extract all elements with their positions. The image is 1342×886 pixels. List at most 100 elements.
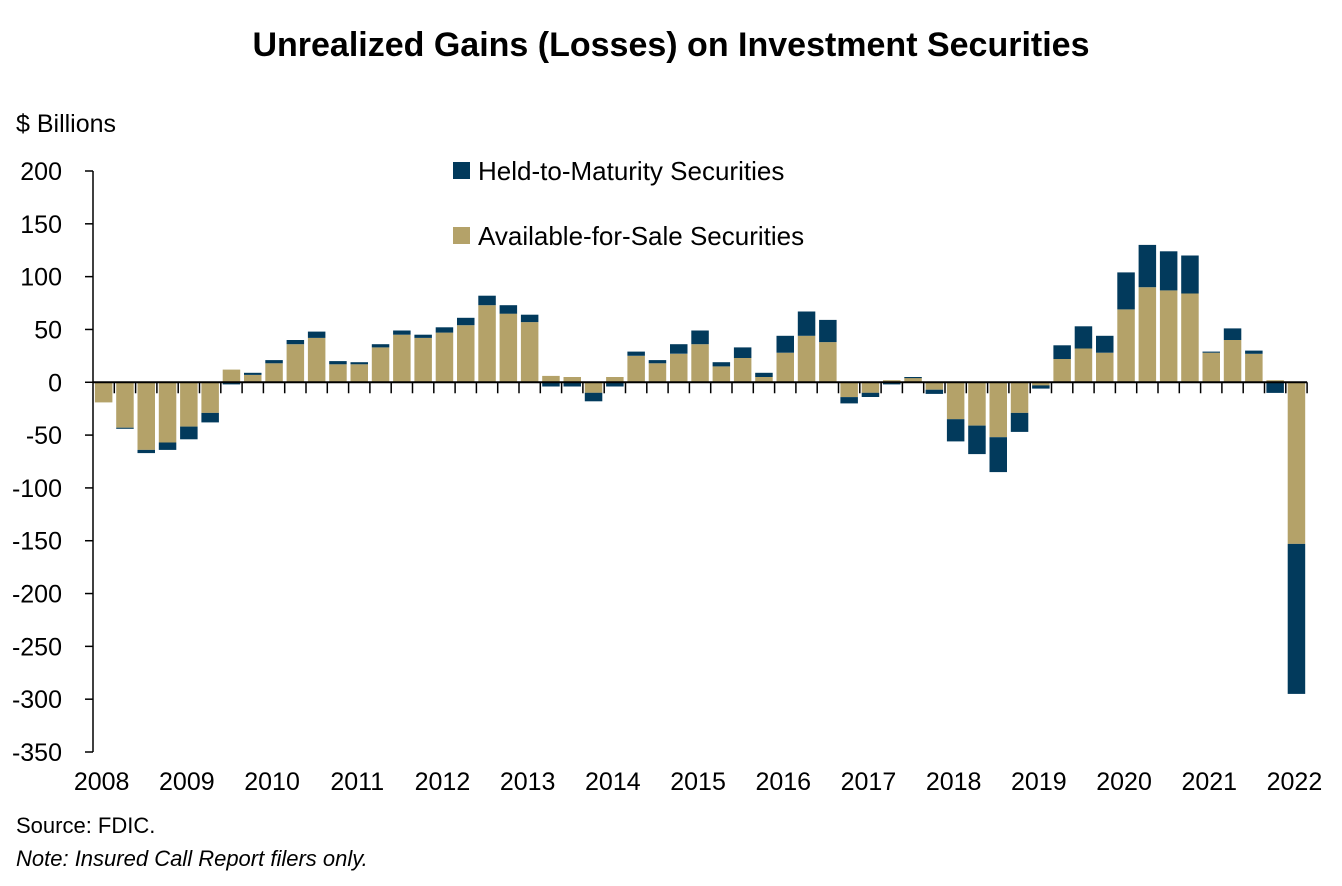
bar-afs-2014Q4 — [670, 353, 688, 383]
bar-htm-2014Q4 — [670, 344, 688, 354]
bar-afs-2016Q4 — [840, 382, 858, 398]
bar-htm-2012Q2 — [457, 317, 475, 326]
bar-afs-2020Q4 — [1181, 293, 1199, 383]
y-tick-label: -50 — [26, 422, 62, 450]
bar-afs-2011Q2 — [371, 347, 390, 383]
bar-htm-2015Q1 — [691, 330, 709, 345]
y-axis-label: $ Billions — [16, 110, 116, 138]
bar-afs-2018Q1 — [946, 382, 965, 420]
bar-htm-2008Q3 — [137, 449, 155, 454]
bar-htm-2010Q1 — [265, 360, 283, 364]
x-tick-label: 2016 — [755, 768, 811, 796]
bar-afs-2014Q1 — [606, 377, 624, 383]
bar-htm-2011Q1 — [350, 362, 368, 365]
bar-afs-2013Q1 — [520, 322, 539, 383]
bar-afs-2011Q3 — [393, 334, 411, 383]
y-tick-label: 0 — [48, 369, 62, 397]
bar-htm-2016Q4 — [840, 397, 858, 404]
legend-swatch-htm — [453, 162, 470, 179]
axes-group: 200 150 100 50 0 -50 -100 -150 -200 -250 -300 -350 2… — [12, 158, 1322, 796]
source-note: Source: FDIC. — [16, 813, 155, 838]
bar-afs-2010Q2 — [286, 344, 305, 383]
bar-htm-2016Q1 — [776, 335, 794, 353]
bar-htm-2011Q3 — [393, 330, 411, 335]
bar-htm-2018Q2 — [968, 425, 986, 455]
legend-label-htm: Held-to-Maturity Securities — [478, 156, 784, 186]
bar-htm-2020Q2 — [1138, 244, 1157, 288]
y-tick-label: 150 — [20, 211, 62, 239]
bar-afs-2016Q2 — [797, 335, 816, 383]
bar-afs-2009Q1 — [180, 382, 198, 427]
bar-htm-2018Q3 — [989, 437, 1007, 473]
bar-htm-2017Q1 — [861, 392, 880, 397]
x-tick-label: 2019 — [1011, 768, 1067, 796]
y-tick-label: 200 — [20, 158, 62, 186]
bar-afs-2010Q3 — [307, 337, 326, 383]
bar-htm-2017Q2 — [883, 382, 901, 385]
bar-htm-2019Q3 — [1074, 326, 1093, 349]
bar-htm-2019Q1 — [1032, 385, 1050, 389]
x-tick-label: 2022 — [1267, 768, 1323, 796]
bar-afs-2014Q3 — [648, 363, 667, 383]
x-tick-label: 2015 — [670, 768, 726, 796]
bar-afs-2012Q1 — [435, 332, 454, 383]
bar-afs-2012Q3 — [478, 305, 496, 383]
x-tick-label: 2012 — [415, 768, 471, 796]
bar-afs-2014Q2 — [627, 355, 645, 383]
x-tick-label: 2009 — [159, 768, 215, 796]
bar-afs-2020Q2 — [1138, 287, 1157, 383]
legend-label-afs: Available-for-Sale Securities — [478, 221, 804, 251]
x-tick-label: 2020 — [1096, 768, 1152, 796]
bar-htm-2014Q1 — [606, 382, 624, 387]
bars-group — [94, 244, 1306, 694]
bar-afs-2008Q1 — [94, 382, 113, 403]
legend-swatch-afs — [453, 227, 470, 244]
bar-htm-2009Q2 — [201, 412, 219, 423]
bar-htm-2021Q2 — [1223, 328, 1242, 340]
bar-afs-2022Q1 — [1287, 382, 1306, 544]
y-tick-label: 50 — [34, 316, 62, 344]
bar-afs-2016Q3 — [819, 342, 837, 383]
bar-htm-2018Q4 — [1010, 412, 1029, 432]
bar-htm-2021Q1 — [1202, 351, 1220, 353]
bar-afs-2010Q1 — [265, 363, 283, 383]
y-tick-label: -100 — [12, 475, 62, 503]
y-tick-label: -150 — [12, 528, 62, 556]
y-tick-label: -250 — [12, 633, 62, 661]
bar-htm-2021Q3 — [1245, 350, 1263, 354]
bar-htm-2011Q4 — [414, 334, 432, 338]
bar-htm-2018Q1 — [946, 419, 965, 442]
bar-htm-2014Q2 — [627, 351, 645, 356]
bar-htm-2013Q3 — [563, 382, 581, 387]
bar-htm-2008Q4 — [158, 442, 177, 450]
bar-afs-2008Q4 — [158, 382, 177, 443]
bar-afs-2019Q4 — [1096, 352, 1114, 383]
bar-afs-2021Q1 — [1202, 352, 1220, 383]
bar-afs-2019Q2 — [1053, 359, 1071, 383]
bar-afs-2008Q2 — [116, 382, 134, 428]
bar-htm-2020Q1 — [1117, 272, 1135, 310]
legend: Held-to-Maturity Securities Available-fo… — [453, 156, 804, 251]
bar-htm-2020Q3 — [1159, 251, 1178, 291]
bar-htm-2020Q4 — [1181, 255, 1199, 294]
bar-htm-2008Q2 — [116, 427, 134, 429]
bar-afs-2019Q1 — [1032, 382, 1050, 386]
bar-afs-2011Q4 — [414, 337, 432, 383]
bar-htm-2019Q4 — [1096, 335, 1114, 353]
bar-afs-2021Q3 — [1245, 353, 1263, 383]
bar-afs-2013Q2 — [542, 375, 560, 383]
bar-afs-2018Q4 — [1010, 382, 1029, 413]
bar-htm-2009Q1 — [180, 426, 198, 440]
bar-afs-2009Q3 — [222, 369, 241, 383]
y-tick-label: -300 — [12, 686, 62, 714]
bar-afs-2018Q2 — [968, 382, 986, 426]
x-tick-label: 2014 — [585, 768, 641, 796]
bar-htm-2016Q3 — [819, 319, 837, 343]
bar-htm-2012Q1 — [435, 327, 454, 333]
x-tick-label: 2011 — [330, 768, 384, 796]
x-tick-label: 2021 — [1181, 768, 1237, 796]
bar-afs-2015Q1 — [691, 344, 709, 383]
bar-afs-2020Q1 — [1117, 309, 1135, 383]
bar-htm-2022Q1 — [1287, 543, 1306, 694]
